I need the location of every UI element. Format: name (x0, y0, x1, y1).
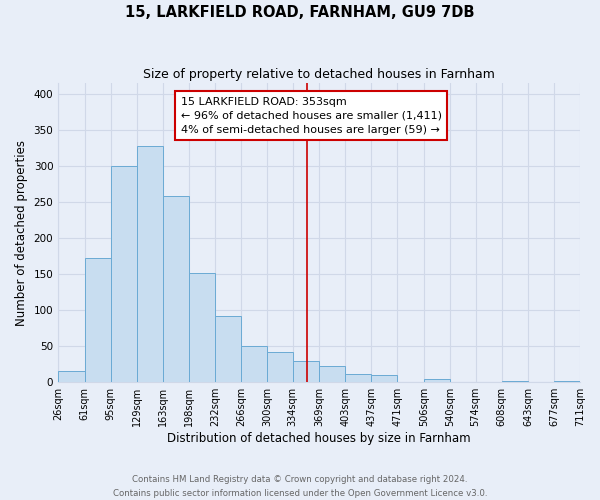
Bar (346, 374, 371, 382)
Bar (215, 316, 241, 382)
Bar (502, 381, 528, 382)
Bar (137, 146, 163, 382)
Bar (241, 346, 267, 382)
Bar (371, 375, 397, 382)
Text: 15, LARKFIELD ROAD, FARNHAM, GU9 7DB: 15, LARKFIELD ROAD, FARNHAM, GU9 7DB (125, 5, 475, 20)
Bar (293, 360, 319, 382)
Bar (163, 196, 189, 382)
Bar (58, 372, 85, 382)
Title: Size of property relative to detached houses in Farnham: Size of property relative to detached ho… (143, 68, 495, 80)
Bar (319, 366, 346, 382)
Bar (189, 272, 215, 382)
Bar (111, 166, 137, 382)
Bar (424, 378, 450, 382)
X-axis label: Distribution of detached houses by size in Farnham: Distribution of detached houses by size … (167, 432, 471, 445)
Bar (554, 381, 580, 382)
Text: 15 LARKFIELD ROAD: 353sqm
← 96% of detached houses are smaller (1,411)
4% of sem: 15 LARKFIELD ROAD: 353sqm ← 96% of detac… (181, 96, 442, 134)
Text: Contains HM Land Registry data © Crown copyright and database right 2024.
Contai: Contains HM Land Registry data © Crown c… (113, 476, 487, 498)
Bar (85, 258, 111, 382)
Y-axis label: Number of detached properties: Number of detached properties (15, 140, 28, 326)
Bar (267, 352, 293, 382)
